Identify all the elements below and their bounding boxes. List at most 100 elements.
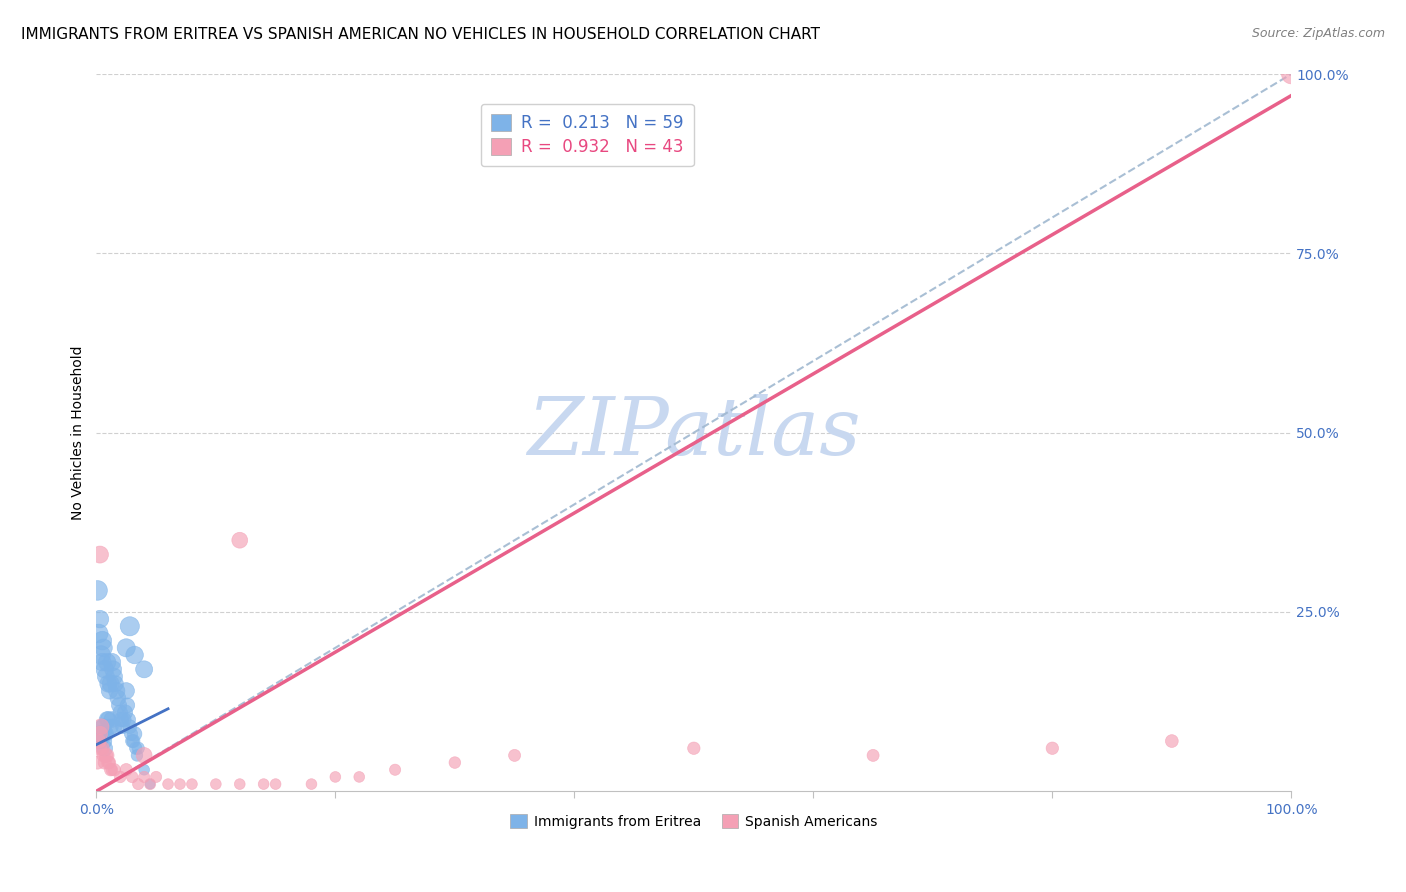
Point: [103, 720, 125, 734]
Point: [98, 683, 121, 698]
Point: [91, 720, 114, 734]
Point: [117, 713, 139, 727]
Point: [111, 720, 134, 734]
Point: [122, 734, 145, 748]
Point: [229, 777, 252, 791]
Point: [124, 727, 146, 741]
Point: [264, 777, 287, 791]
Point: [157, 777, 180, 791]
Point: [90, 648, 112, 662]
Point: [90, 720, 112, 734]
Point: [117, 698, 139, 713]
Point: [115, 683, 138, 698]
Point: [181, 777, 204, 791]
Point: [96, 748, 118, 763]
Point: [169, 777, 191, 791]
Point: [115, 763, 138, 777]
Text: ZIPatlas: ZIPatlas: [527, 394, 860, 471]
Point: [94, 748, 117, 763]
Point: [349, 770, 371, 784]
Point: [139, 777, 162, 791]
Point: [444, 756, 467, 770]
Point: [103, 669, 125, 683]
Point: [101, 763, 124, 777]
Point: [93, 756, 115, 770]
Point: [93, 727, 115, 741]
Point: [89, 734, 111, 748]
Point: [115, 640, 138, 655]
Point: [100, 720, 122, 734]
Point: [121, 770, 143, 784]
Point: [100, 763, 122, 777]
Point: [93, 748, 115, 763]
Point: [101, 655, 124, 669]
Point: [103, 763, 125, 777]
Point: [96, 713, 118, 727]
Text: IMMIGRANTS FROM ERITREA VS SPANISH AMERICAN NO VEHICLES IN HOUSEHOLD CORRELATION: IMMIGRANTS FROM ERITREA VS SPANISH AMERI…: [21, 27, 820, 42]
Point: [104, 676, 127, 690]
Point: [134, 662, 156, 676]
Point: [107, 691, 129, 706]
Point: [127, 777, 149, 791]
Point: [100, 676, 122, 690]
Point: [205, 777, 228, 791]
Point: [120, 727, 142, 741]
Point: [124, 648, 146, 662]
Point: [94, 727, 117, 741]
Point: [90, 727, 112, 741]
Point: [145, 770, 167, 784]
Point: [101, 713, 124, 727]
Point: [93, 662, 115, 676]
Point: [89, 727, 111, 741]
Point: [91, 633, 114, 648]
Point: [110, 713, 132, 727]
Point: [101, 662, 124, 676]
Point: [134, 770, 156, 784]
Point: [110, 706, 132, 720]
Point: [94, 669, 117, 683]
Point: [96, 655, 118, 669]
Point: [97, 676, 120, 690]
Point: [97, 756, 120, 770]
Point: [134, 763, 156, 777]
Point: [86, 756, 108, 770]
Point: [682, 741, 704, 756]
Legend: Immigrants from Eritrea, Spanish Americans: Immigrants from Eritrea, Spanish America…: [505, 809, 883, 835]
Point: [110, 770, 132, 784]
Point: [93, 640, 115, 655]
Point: [93, 734, 115, 748]
Point: [108, 698, 131, 713]
Point: [86, 583, 108, 598]
Point: [97, 713, 120, 727]
Point: [384, 763, 406, 777]
Point: [1040, 741, 1063, 756]
Point: [91, 727, 114, 741]
Point: [127, 741, 149, 756]
Point: [89, 734, 111, 748]
Point: [862, 748, 884, 763]
Point: [89, 548, 111, 562]
Point: [118, 720, 141, 734]
Point: [87, 734, 110, 748]
Point: [125, 748, 148, 763]
Point: [91, 741, 114, 756]
Point: [229, 533, 252, 548]
Point: [1279, 67, 1302, 81]
Point: [139, 777, 162, 791]
Point: [87, 727, 110, 741]
Point: [114, 706, 136, 720]
Point: [87, 626, 110, 640]
Point: [125, 741, 148, 756]
Point: [503, 748, 526, 763]
Point: [89, 612, 111, 626]
Point: [89, 741, 111, 756]
Point: [112, 713, 135, 727]
Point: [253, 777, 276, 791]
Point: [134, 748, 156, 763]
Point: [93, 741, 115, 756]
Point: [121, 734, 143, 748]
Point: [90, 727, 112, 741]
Point: [325, 770, 347, 784]
Point: [105, 683, 128, 698]
Point: [91, 655, 114, 669]
